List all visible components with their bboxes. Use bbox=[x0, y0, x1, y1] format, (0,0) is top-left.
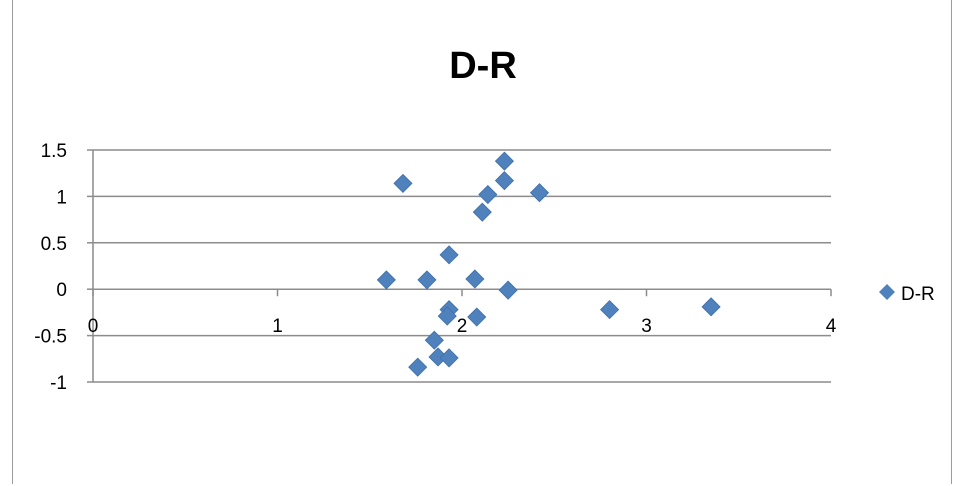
legend-marker-icon bbox=[879, 284, 895, 300]
x-tick-label: 0 bbox=[88, 316, 99, 337]
x-tick-label: 2 bbox=[457, 316, 468, 337]
data-point-marker bbox=[417, 270, 437, 290]
data-point-marker bbox=[478, 184, 498, 205]
data-point-marker bbox=[376, 270, 396, 290]
x-tick-labels: 0 1 2 3 4 bbox=[88, 316, 837, 337]
scatter-chart: D-R 1.5 1 0.5 0 -0.5 -1 0 1 2 3 4 D-R bbox=[34, 45, 935, 394]
data-point-marker bbox=[439, 245, 459, 265]
legend: D-R bbox=[879, 284, 935, 305]
data-point-marker bbox=[529, 183, 550, 203]
x-tick-label: 3 bbox=[641, 316, 652, 337]
data-point-marker bbox=[472, 202, 492, 222]
data-point-marker bbox=[701, 297, 721, 317]
data-point-marker bbox=[600, 300, 620, 320]
legend-label: D-R bbox=[901, 284, 935, 305]
chart-title: D-R bbox=[449, 45, 517, 87]
y-tick-label: -0.5 bbox=[34, 327, 67, 348]
chart-frame: D-R 1.5 1 0.5 0 -0.5 -1 0 1 2 3 4 D-R bbox=[12, 0, 952, 484]
x-tick-label: 4 bbox=[826, 316, 837, 337]
data-point-marker bbox=[437, 306, 457, 326]
gridlines bbox=[87, 149, 832, 383]
y-tick-label: 1.5 bbox=[41, 141, 67, 162]
y-tick-labels: 1.5 1 0.5 0 -0.5 -1 bbox=[34, 141, 67, 394]
data-point-marker bbox=[465, 269, 485, 289]
y-tick-label: -1 bbox=[50, 373, 67, 394]
data-point-marker bbox=[393, 173, 413, 193]
data-point-marker bbox=[494, 151, 515, 171]
data-point-marker bbox=[424, 330, 444, 350]
data-point-marker bbox=[408, 357, 428, 377]
data-point-marker bbox=[498, 280, 518, 300]
data-point-marker bbox=[494, 171, 515, 191]
data-points bbox=[376, 151, 721, 377]
x-tick-label: 1 bbox=[272, 316, 283, 337]
y-tick-label: 0 bbox=[56, 280, 67, 301]
data-point-marker bbox=[467, 307, 487, 327]
y-tick-label: 0.5 bbox=[41, 234, 67, 255]
data-point-marker bbox=[439, 348, 459, 368]
y-tick-label: 1 bbox=[56, 187, 67, 208]
